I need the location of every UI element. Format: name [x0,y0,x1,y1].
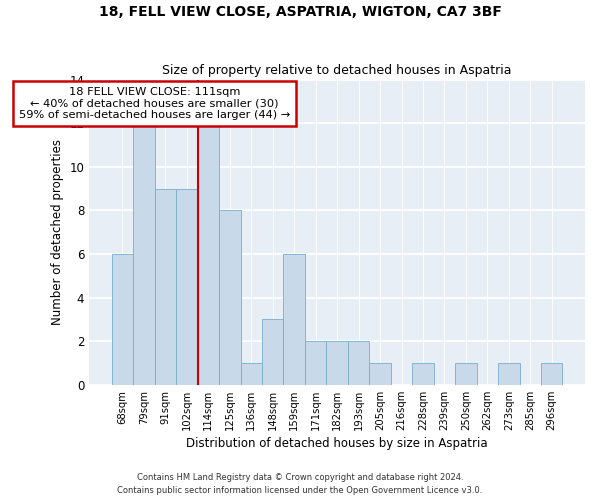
Bar [112,254,133,385]
Bar [348,341,370,385]
Bar [455,363,476,385]
Text: 18, FELL VIEW CLOSE, ASPATRIA, WIGTON, CA7 3BF: 18, FELL VIEW CLOSE, ASPATRIA, WIGTON, C… [98,5,502,19]
Bar [370,363,391,385]
Bar [219,210,241,385]
Text: 18 FELL VIEW CLOSE: 111sqm
← 40% of detached houses are smaller (30)
59% of semi: 18 FELL VIEW CLOSE: 111sqm ← 40% of deta… [19,87,290,120]
Bar [241,363,262,385]
Bar [133,123,155,385]
Text: Contains HM Land Registry data © Crown copyright and database right 2024.
Contai: Contains HM Land Registry data © Crown c… [118,474,482,495]
Bar [305,341,326,385]
Bar [283,254,305,385]
Y-axis label: Number of detached properties: Number of detached properties [51,139,64,325]
Bar [176,188,197,385]
Bar [155,188,176,385]
Bar [498,363,520,385]
X-axis label: Distribution of detached houses by size in Aspatria: Distribution of detached houses by size … [187,437,488,450]
Title: Size of property relative to detached houses in Aspatria: Size of property relative to detached ho… [163,64,512,77]
Bar [326,341,348,385]
Bar [262,320,283,385]
Bar [541,363,562,385]
Bar [412,363,434,385]
Bar [197,123,219,385]
